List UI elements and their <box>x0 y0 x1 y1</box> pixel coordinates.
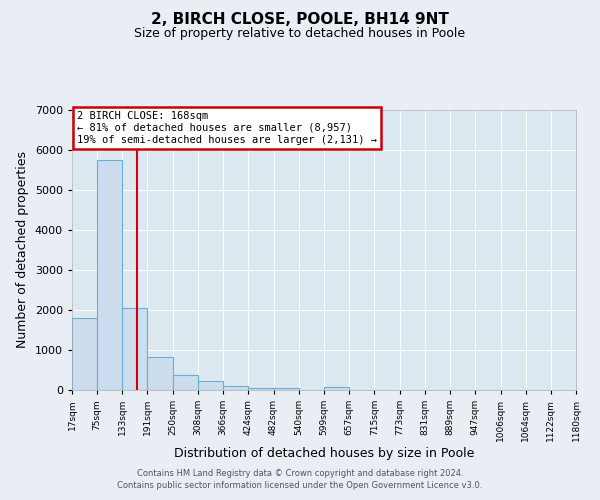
Text: Contains HM Land Registry data © Crown copyright and database right 2024.: Contains HM Land Registry data © Crown c… <box>137 468 463 477</box>
Bar <box>122 308 148 390</box>
X-axis label: Distribution of detached houses by size in Poole: Distribution of detached houses by size … <box>174 446 474 460</box>
Bar <box>248 388 274 390</box>
Bar <box>97 160 122 390</box>
Bar <box>72 318 97 390</box>
Text: 2, BIRCH CLOSE, POOLE, BH14 9NT: 2, BIRCH CLOSE, POOLE, BH14 9NT <box>151 12 449 28</box>
Bar <box>148 357 173 390</box>
Bar <box>198 381 223 390</box>
Y-axis label: Number of detached properties: Number of detached properties <box>16 152 29 348</box>
Bar <box>324 387 349 390</box>
Text: 2 BIRCH CLOSE: 168sqm
← 81% of detached houses are smaller (8,957)
19% of semi-d: 2 BIRCH CLOSE: 168sqm ← 81% of detached … <box>77 112 377 144</box>
Text: Contains public sector information licensed under the Open Government Licence v3: Contains public sector information licen… <box>118 481 482 490</box>
Text: Size of property relative to detached houses in Poole: Size of property relative to detached ho… <box>134 28 466 40</box>
Bar <box>223 386 248 390</box>
Bar <box>173 375 198 390</box>
Bar <box>274 388 299 390</box>
